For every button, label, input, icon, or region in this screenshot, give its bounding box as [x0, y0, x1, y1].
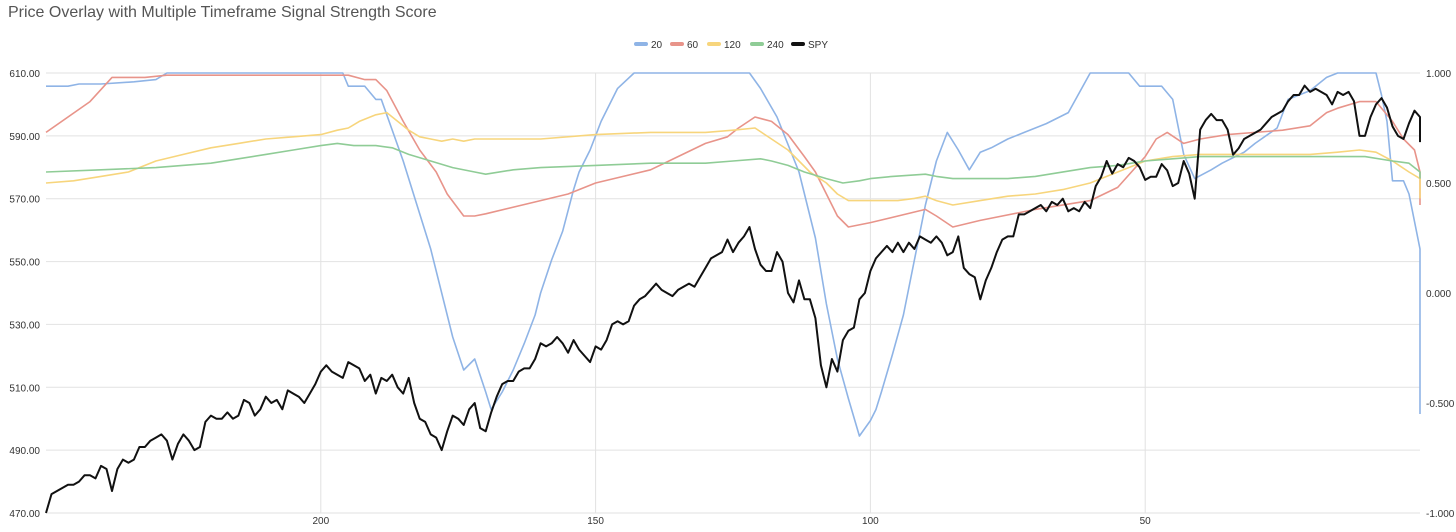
x-tick-label: 200	[312, 516, 329, 527]
legend-label: 60	[687, 40, 699, 51]
y-left-tick-label: 570.00	[9, 195, 40, 206]
y-right-tick-label: 1.000	[1426, 69, 1451, 80]
series-line-spy	[45, 84, 1421, 514]
legend-label: 240	[767, 40, 784, 51]
legend-label: 20	[651, 40, 663, 51]
y-left-tick-label: 590.00	[9, 132, 40, 143]
y-left-tick-label: 490.00	[9, 446, 40, 457]
y-left-tick-label: 610.00	[9, 69, 40, 80]
y-left-tick-label: 530.00	[9, 320, 40, 331]
x-tick-label: 100	[862, 516, 879, 527]
series-line-20	[46, 72, 1421, 437]
series-line-60	[45, 74, 1421, 228]
y-right-tick-label: -1.000	[1426, 509, 1455, 520]
chart-title: Price Overlay with Multiple Timeframe Si…	[8, 4, 437, 21]
legend-label: SPY	[808, 40, 828, 51]
y-left-tick-label: 470.00	[9, 509, 40, 520]
y-right-tick-label: 0.000	[1426, 289, 1451, 300]
legend-label: 120	[724, 40, 741, 51]
series-line-240	[45, 142, 1421, 184]
y-left-tick-label: 550.00	[9, 258, 40, 269]
y-right-tick-label: 0.500	[1426, 179, 1451, 190]
x-tick-label: 150	[587, 516, 604, 527]
series-line-120	[45, 111, 1421, 206]
y-right-tick-label: -0.500	[1426, 399, 1455, 410]
x-tick-label: 50	[1140, 516, 1152, 527]
y-left-tick-label: 510.00	[9, 383, 40, 394]
